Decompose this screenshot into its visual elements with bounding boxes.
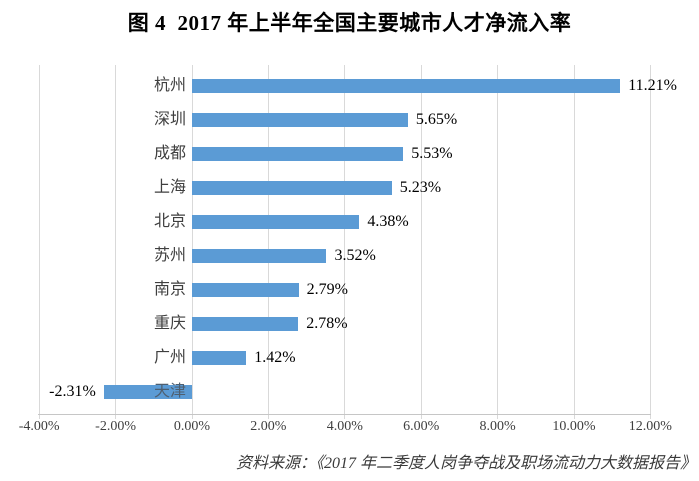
category-label: 成都 — [153, 145, 186, 162]
value-label: 5.53% — [411, 145, 453, 162]
gridline — [497, 65, 499, 419]
x-tick-label: -2.00% — [95, 419, 136, 434]
chart-bar — [103, 385, 192, 399]
x-tick-label: -4.00% — [18, 419, 60, 434]
x-tick-label: 8.00% — [479, 419, 516, 434]
gridline — [344, 65, 346, 419]
chart-bar — [192, 351, 247, 365]
gridline — [115, 65, 117, 419]
chart-bar — [192, 113, 408, 127]
gridline — [38, 65, 40, 419]
chart-bar — [192, 215, 360, 229]
x-tick-label: 2.00% — [250, 419, 287, 434]
chart-bar — [192, 249, 327, 263]
gridline — [420, 65, 422, 419]
value-label: 5.23% — [399, 179, 442, 196]
chart-bar — [192, 181, 392, 195]
value-label: 2.79% — [306, 281, 348, 298]
category-label: 天津 — [153, 383, 186, 400]
x-tick-label: 4.00% — [326, 419, 363, 434]
x-axis-line — [38, 414, 652, 415]
value-label: 2.78% — [306, 315, 348, 332]
value-label: 3.52% — [334, 247, 376, 264]
category-label: 广州 — [153, 349, 186, 366]
x-tick-label: 10.00% — [552, 419, 596, 434]
category-label: 重庆 — [153, 315, 186, 332]
chart-bar — [192, 317, 299, 331]
value-label: 5.65% — [415, 111, 458, 128]
value-label: 4.38% — [367, 213, 409, 230]
gridline — [267, 65, 269, 419]
chart-bar — [192, 283, 299, 297]
value-label: 11.21% — [628, 77, 677, 94]
gridline — [649, 65, 651, 419]
category-label: 北京 — [153, 213, 186, 230]
category-label: 南京 — [153, 281, 186, 298]
figure-title: 图 4 2017 年上半年全国主要城市人才净流入率 — [127, 11, 572, 35]
source-note: 资料来源：《2017 年二季度人岗争夺战及职场流动力大数据报告》 — [235, 455, 696, 472]
gridline — [573, 65, 575, 419]
category-label: 苏州 — [153, 247, 186, 264]
value-label: 1.42% — [254, 349, 296, 366]
category-label: 深圳 — [153, 111, 186, 128]
category-label: 杭州 — [153, 77, 186, 94]
x-tick-label: 6.00% — [403, 419, 440, 434]
x-tick-label: 0.00% — [173, 419, 211, 434]
chart-bar — [192, 147, 404, 161]
value-label: -2.31% — [49, 383, 96, 400]
chart-bar — [192, 79, 621, 93]
category-label: 上海 — [153, 179, 186, 196]
gridline — [191, 65, 193, 419]
x-tick-label: 12.00% — [628, 419, 672, 434]
